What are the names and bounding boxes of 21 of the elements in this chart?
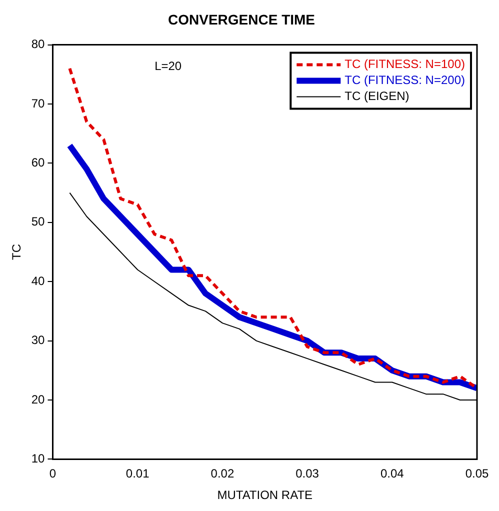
annotation: L=20 bbox=[154, 59, 182, 74]
legend-label: TC (EIGEN) bbox=[344, 89, 410, 104]
x-tick-label: 0.05 bbox=[465, 466, 489, 481]
y-tick-label: 50 bbox=[31, 214, 46, 229]
legend-label: TC (FITNESS: N=200) bbox=[344, 73, 466, 88]
y-tick-label: 20 bbox=[31, 392, 46, 406]
x-axis-title: MUTATION RATE bbox=[217, 488, 313, 502]
y-tick-label: 60 bbox=[31, 156, 46, 170]
legend-label: TC (FITNESS: N=100) bbox=[344, 57, 466, 72]
y-tick-label: 70 bbox=[31, 96, 46, 110]
x-tick-label: 0.04 bbox=[380, 466, 404, 481]
x-tick-label: 0 bbox=[49, 466, 56, 481]
y-tick-label: 80 bbox=[31, 37, 46, 52]
x-tick-label: 0.01 bbox=[126, 466, 150, 481]
y-tick-label: 10 bbox=[31, 452, 46, 466]
chart-title: CONVERGENCE TIME bbox=[168, 11, 316, 28]
y-axis-title: TC bbox=[10, 244, 24, 260]
x-tick-label: 0.02 bbox=[210, 466, 234, 481]
y-tick-label: 40 bbox=[31, 274, 46, 288]
y-tick-label: 30 bbox=[31, 333, 46, 348]
x-tick-label: 0.03 bbox=[296, 466, 320, 481]
